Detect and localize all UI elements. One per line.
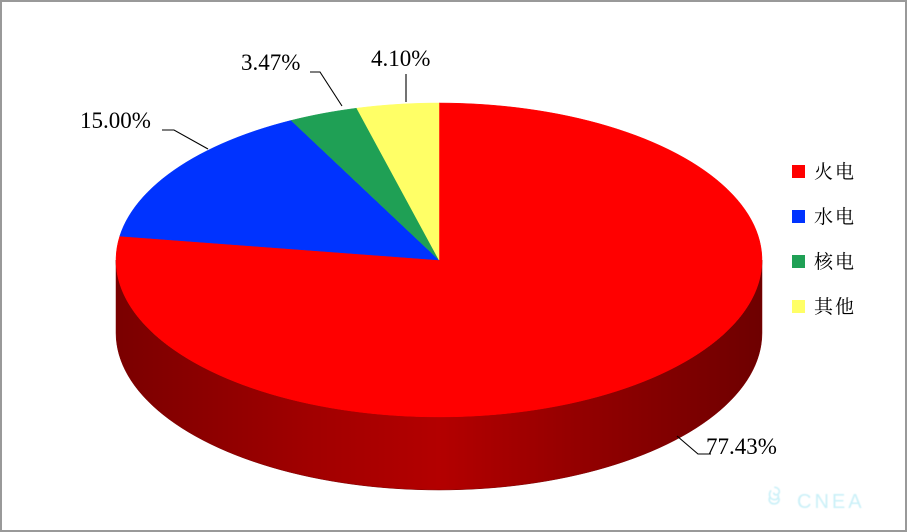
svg-text:火电: 火电 [814, 157, 856, 184]
svg-text:水电: 水电 [814, 202, 856, 229]
svg-text:4.10%: 4.10% [371, 46, 430, 71]
svg-text:77.43%: 77.43% [706, 434, 777, 459]
svg-text:核电: 核电 [814, 247, 856, 274]
svg-text:3.47%: 3.47% [241, 50, 300, 75]
svg-text:15.00%: 15.00% [80, 108, 151, 133]
svg-text:CNEA: CNEA [797, 491, 865, 513]
svg-text:其他: 其他 [814, 292, 856, 319]
